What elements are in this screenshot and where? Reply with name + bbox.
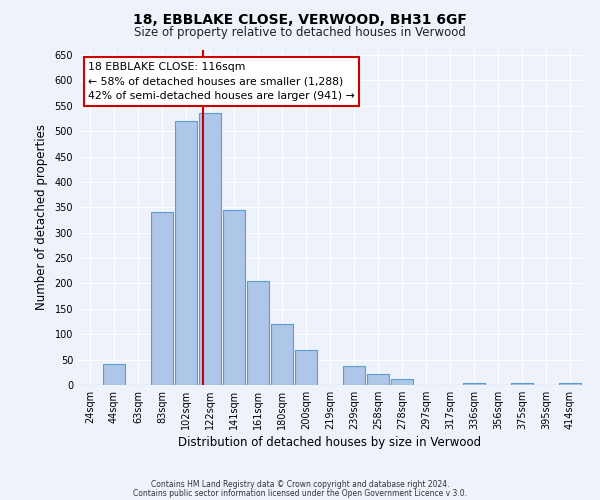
Bar	[199, 114, 221, 385]
Text: Size of property relative to detached houses in Verwood: Size of property relative to detached ho…	[134, 26, 466, 39]
Text: 18 EBBLAKE CLOSE: 116sqm
← 58% of detached houses are smaller (1,288)
42% of sem: 18 EBBLAKE CLOSE: 116sqm ← 58% of detach…	[88, 62, 355, 102]
Bar	[223, 210, 245, 385]
Bar	[511, 384, 533, 385]
Y-axis label: Number of detached properties: Number of detached properties	[35, 124, 47, 310]
Bar	[367, 374, 389, 385]
Text: Contains public sector information licensed under the Open Government Licence v : Contains public sector information licen…	[133, 489, 467, 498]
Text: Contains HM Land Registry data © Crown copyright and database right 2024.: Contains HM Land Registry data © Crown c…	[151, 480, 449, 489]
X-axis label: Distribution of detached houses by size in Verwood: Distribution of detached houses by size …	[178, 436, 482, 449]
Bar	[247, 281, 269, 385]
Bar	[151, 212, 173, 385]
Bar	[343, 366, 365, 385]
Bar	[175, 121, 197, 385]
Bar	[103, 364, 125, 385]
Bar	[559, 384, 581, 385]
Bar	[391, 379, 413, 385]
Bar	[295, 350, 317, 385]
Bar	[271, 324, 293, 385]
Text: 18, EBBLAKE CLOSE, VERWOOD, BH31 6GF: 18, EBBLAKE CLOSE, VERWOOD, BH31 6GF	[133, 12, 467, 26]
Bar	[463, 384, 485, 385]
